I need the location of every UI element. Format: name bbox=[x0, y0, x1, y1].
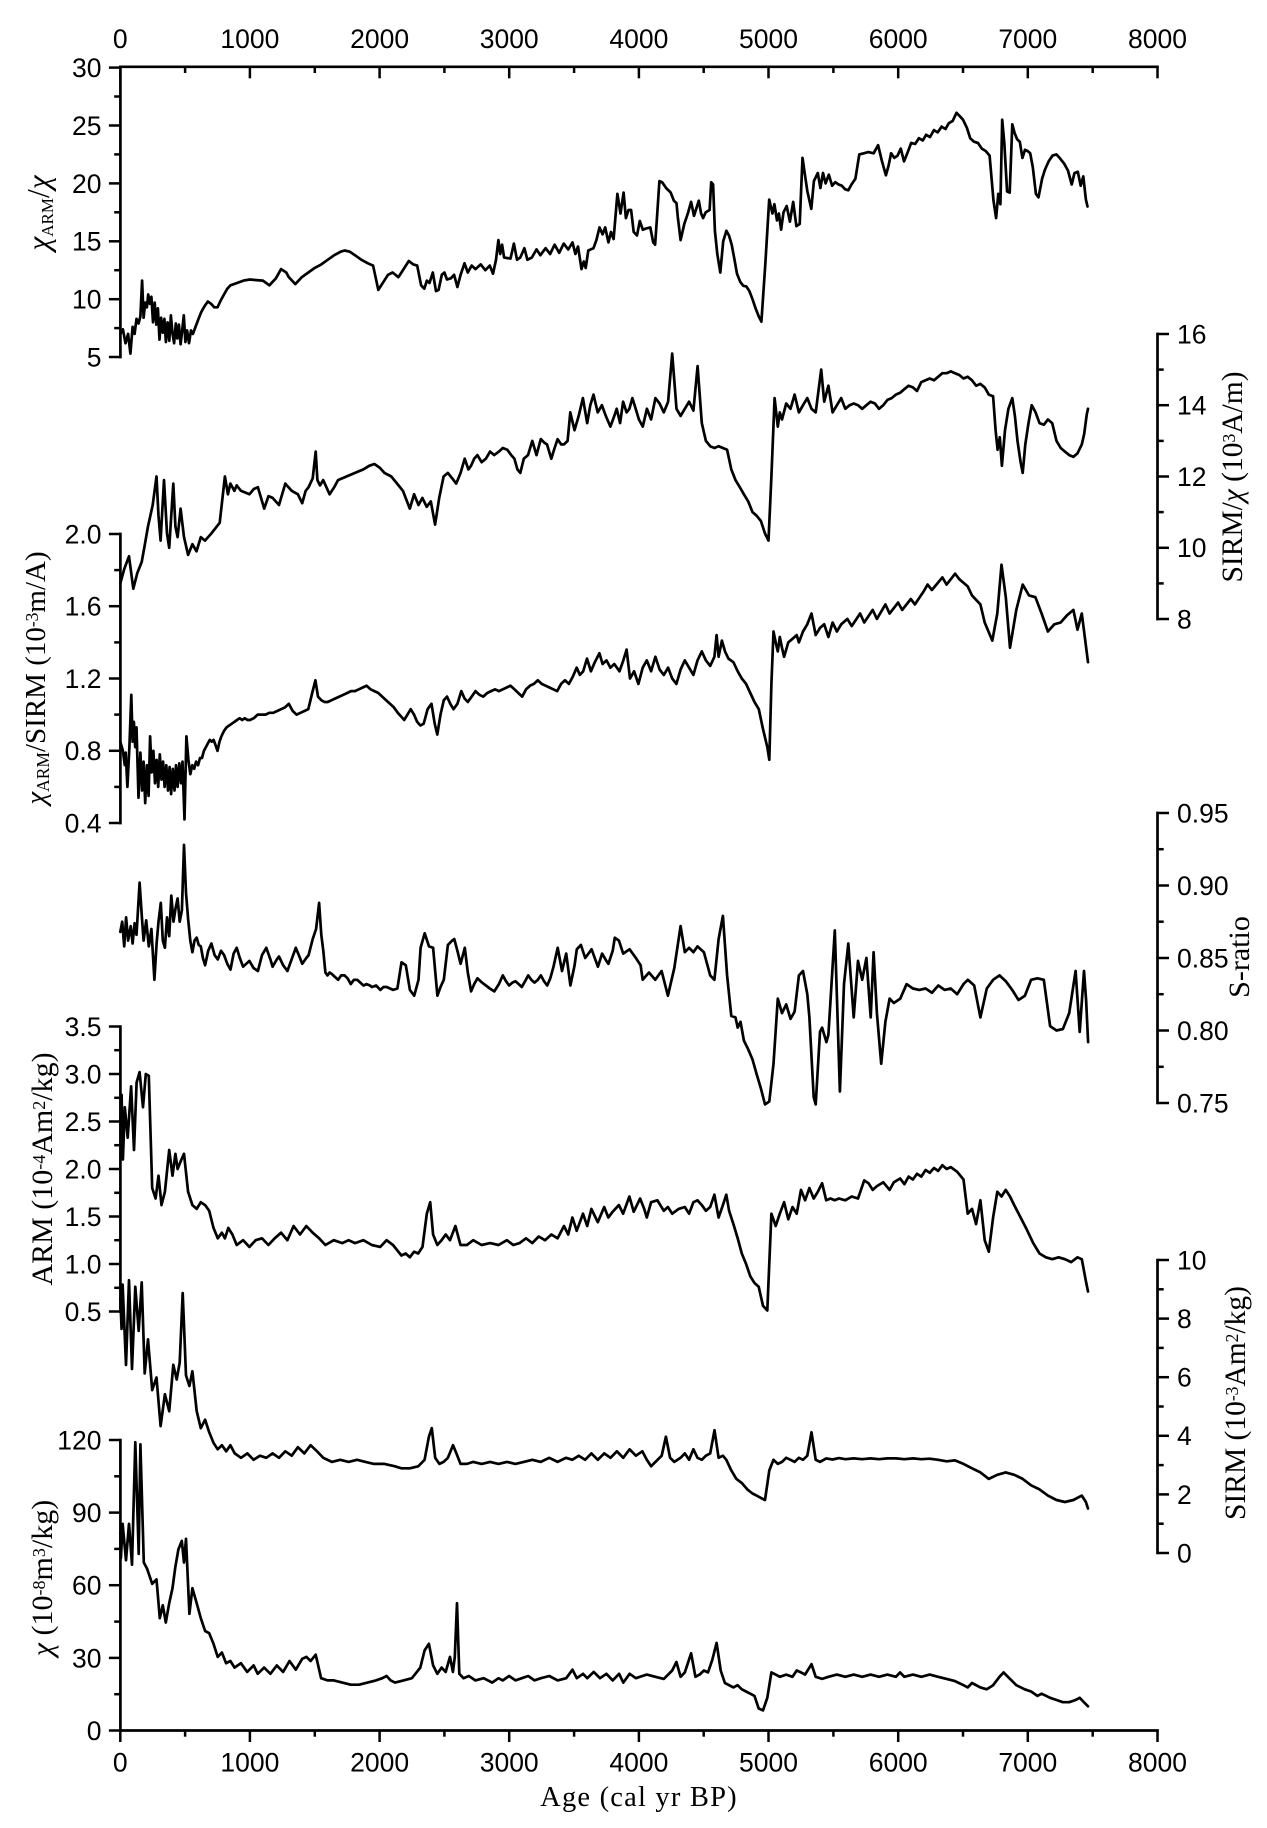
svg-text:0: 0 bbox=[1177, 1538, 1192, 1568]
svg-text:ARM (10-4Am2/kg): ARM (10-4Am2/kg) bbox=[26, 1052, 59, 1285]
svg-text:1.0: 1.0 bbox=[65, 1249, 102, 1279]
svg-text:0: 0 bbox=[113, 24, 128, 54]
svg-text:10: 10 bbox=[1177, 1245, 1206, 1275]
svg-text:χARM/SIRM (10-3m/A): χARM/SIRM (10-3m/A) bbox=[20, 551, 53, 807]
svg-text:7000: 7000 bbox=[998, 1748, 1057, 1778]
svg-text:χARM/χ: χARM/χ bbox=[21, 174, 57, 253]
svg-text:2: 2 bbox=[1177, 1480, 1192, 1510]
svg-text:8000: 8000 bbox=[1128, 1748, 1187, 1778]
svg-text:4000: 4000 bbox=[609, 1748, 668, 1778]
svg-text:1000: 1000 bbox=[220, 1748, 279, 1778]
svg-text:2.0: 2.0 bbox=[65, 1154, 102, 1184]
svg-text:8000: 8000 bbox=[1128, 24, 1187, 54]
svg-text:3.5: 3.5 bbox=[65, 1012, 102, 1042]
svg-text:6: 6 bbox=[1177, 1363, 1192, 1393]
svg-text:0: 0 bbox=[113, 1748, 128, 1778]
svg-text:4000: 4000 bbox=[609, 24, 668, 54]
svg-text:2000: 2000 bbox=[350, 1748, 409, 1778]
svg-text:5000: 5000 bbox=[739, 1748, 798, 1778]
svg-text:0.90: 0.90 bbox=[1177, 871, 1229, 901]
svg-text:1.2: 1.2 bbox=[65, 664, 102, 694]
svg-text:2.0: 2.0 bbox=[65, 519, 102, 549]
svg-text:10: 10 bbox=[1177, 533, 1206, 563]
svg-text:60: 60 bbox=[72, 1571, 101, 1601]
svg-text:0.4: 0.4 bbox=[65, 808, 102, 838]
svg-text:10: 10 bbox=[72, 285, 101, 315]
svg-text:χ (10-8m3/kg): χ (10-8m3/kg) bbox=[26, 1500, 59, 1659]
svg-text:8: 8 bbox=[1177, 604, 1192, 634]
svg-text:3000: 3000 bbox=[480, 24, 539, 54]
svg-text:5000: 5000 bbox=[739, 24, 798, 54]
svg-text:6000: 6000 bbox=[869, 1748, 928, 1778]
svg-text:14: 14 bbox=[1177, 391, 1206, 421]
svg-text:120: 120 bbox=[57, 1425, 101, 1455]
svg-text:0.8: 0.8 bbox=[65, 736, 102, 766]
svg-text:15: 15 bbox=[72, 227, 101, 257]
svg-text:20: 20 bbox=[72, 169, 101, 199]
svg-text:0.80: 0.80 bbox=[1177, 1016, 1229, 1046]
svg-text:0.85: 0.85 bbox=[1177, 943, 1229, 973]
svg-text:30: 30 bbox=[72, 53, 101, 83]
svg-text:8: 8 bbox=[1177, 1304, 1192, 1334]
svg-text:6000: 6000 bbox=[869, 24, 928, 54]
svg-text:7000: 7000 bbox=[998, 24, 1057, 54]
svg-text:1.6: 1.6 bbox=[65, 592, 102, 622]
svg-text:4: 4 bbox=[1177, 1421, 1192, 1451]
svg-text:30: 30 bbox=[72, 1643, 101, 1673]
svg-text:0: 0 bbox=[87, 1716, 102, 1746]
svg-text:16: 16 bbox=[1177, 319, 1206, 349]
svg-text:SIRM (10-3Am2/kg): SIRM (10-3Am2/kg) bbox=[1220, 1286, 1252, 1520]
svg-text:12: 12 bbox=[1177, 462, 1206, 492]
svg-text:90: 90 bbox=[72, 1498, 101, 1528]
svg-text:2000: 2000 bbox=[350, 24, 409, 54]
svg-text:Age (cal yr BP): Age (cal yr BP) bbox=[540, 1782, 738, 1813]
svg-text:S-ratio: S-ratio bbox=[1223, 916, 1256, 998]
svg-text:25: 25 bbox=[72, 111, 101, 141]
svg-text:0.75: 0.75 bbox=[1177, 1088, 1229, 1118]
svg-text:3.0: 3.0 bbox=[65, 1059, 102, 1089]
svg-text:1000: 1000 bbox=[220, 24, 279, 54]
svg-text:SIRM/χ (103A/m): SIRM/χ (103A/m) bbox=[1217, 371, 1249, 582]
svg-text:5: 5 bbox=[87, 342, 102, 372]
svg-text:0.95: 0.95 bbox=[1177, 798, 1229, 828]
svg-text:0.5: 0.5 bbox=[65, 1297, 102, 1327]
svg-text:2.5: 2.5 bbox=[65, 1107, 102, 1137]
svg-text:3000: 3000 bbox=[480, 1748, 539, 1778]
svg-text:1.5: 1.5 bbox=[65, 1202, 102, 1232]
